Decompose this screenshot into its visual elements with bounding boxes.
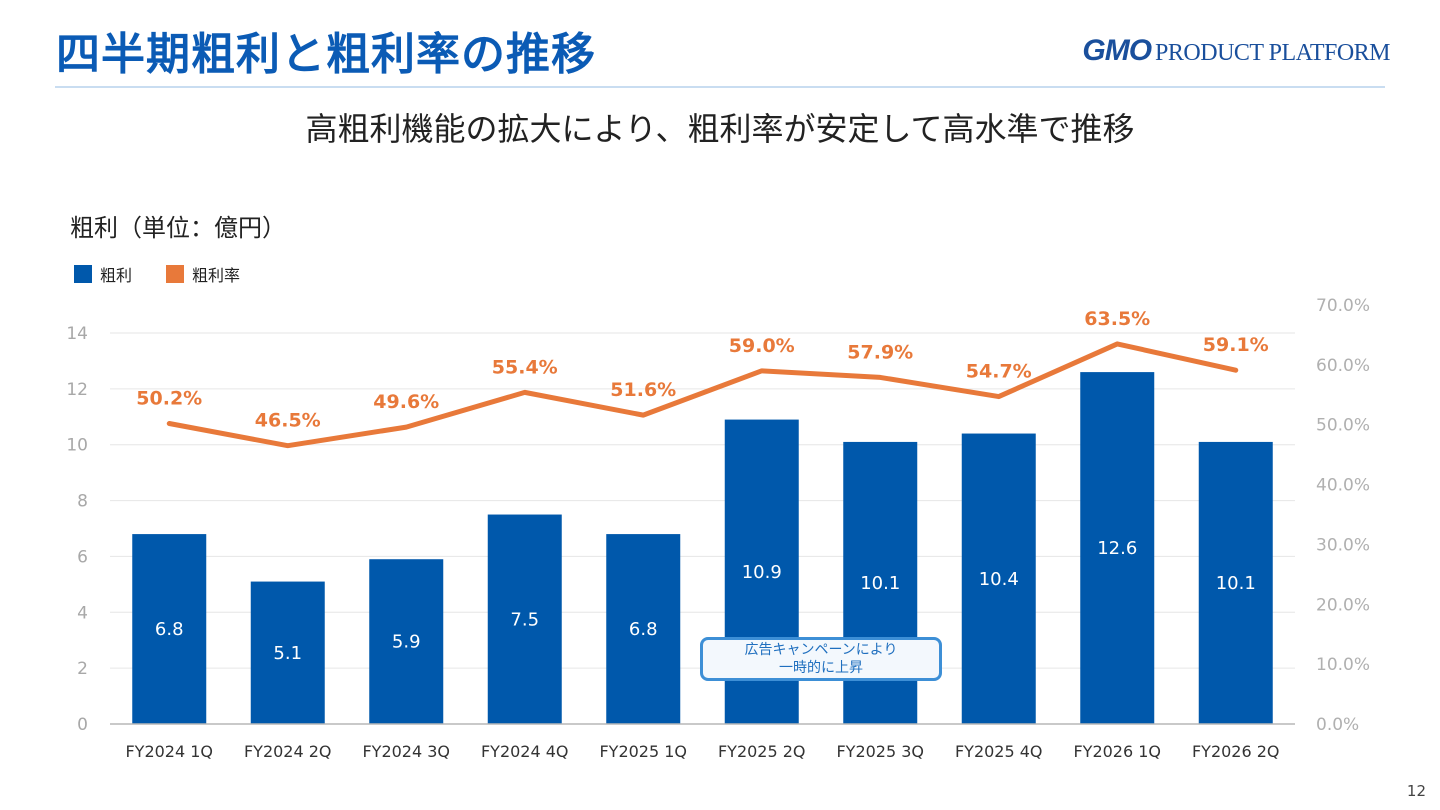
legend-item-gross-margin: 粗利率	[166, 262, 240, 286]
x-tick-label: FY2025 3Q	[836, 742, 924, 761]
x-tick-label: FY2026 1Q	[1073, 742, 1161, 761]
y-tick-label: 0	[77, 715, 88, 735]
y-tick-label: 6	[77, 547, 88, 567]
line-value-label: 55.4%	[492, 356, 558, 378]
y2-tick-label: 40.0%	[1316, 476, 1370, 496]
callout-line-1: 広告キャンペーンにより	[744, 642, 898, 658]
line-value-label: 59.1%	[1203, 334, 1269, 356]
y-tick-label: 12	[66, 380, 88, 400]
legend-swatch-bar	[74, 265, 92, 283]
title-divider	[55, 86, 1385, 88]
y2-tick-label: 60.0%	[1316, 356, 1370, 376]
bar-value-label: 5.9	[392, 632, 421, 653]
bar	[132, 534, 207, 724]
company-logo: GMO PRODUCT PLATFORM	[1082, 34, 1390, 68]
x-tick-label: FY2024 2Q	[244, 742, 332, 761]
y-tick-label: 8	[77, 492, 88, 512]
line-value-label: 50.2%	[136, 388, 202, 410]
line-value-label: 46.5%	[255, 410, 321, 432]
y2-tick-label: 50.0%	[1316, 416, 1370, 436]
line-value-label: 57.9%	[847, 341, 913, 363]
logo-text: PRODUCT PLATFORM	[1155, 40, 1390, 66]
bar-value-label: 10.4	[979, 569, 1019, 590]
chart-legend: 粗利 粗利率	[74, 262, 274, 286]
x-tick-label: FY2025 2Q	[718, 742, 806, 761]
x-tick-label: FY2024 3Q	[362, 742, 450, 761]
legend-label-gross-margin: 粗利率	[192, 266, 241, 285]
bar	[606, 534, 681, 724]
x-tick-label: FY2025 1Q	[599, 742, 687, 761]
bar-value-label: 12.6	[1097, 538, 1137, 559]
bar-value-label: 10.1	[860, 573, 900, 594]
bar	[961, 433, 1036, 724]
y2-tick-label: 0.0%	[1316, 715, 1359, 735]
page-title: 四半期粗利と粗利率の推移	[56, 29, 596, 80]
y2-tick-label: 10.0%	[1316, 655, 1370, 675]
bar-value-label: 6.8	[155, 619, 184, 640]
x-tick-label: FY2024 4Q	[481, 742, 569, 761]
margin-line	[166, 341, 1239, 449]
bar	[487, 514, 562, 724]
unit-label: 粗利（単位：億円）	[70, 214, 286, 242]
x-tick-label: FY2025 4Q	[955, 742, 1043, 761]
bar-value-label: 6.8	[629, 619, 658, 640]
bar	[369, 559, 444, 724]
y-tick-label: 4	[77, 603, 88, 623]
y2-tick-label: 30.0%	[1316, 535, 1370, 555]
y-tick-label: 14	[66, 324, 88, 344]
bar-value-label: 7.5	[510, 609, 539, 630]
y-tick-label: 2	[77, 659, 88, 679]
bar	[250, 581, 325, 724]
y2-tick-label: 70.0%	[1316, 296, 1370, 316]
bar-value-label: 10.1	[1216, 573, 1256, 594]
logo-gmo-mark: GMO	[1082, 34, 1152, 67]
legend-item-gross-profit: 粗利	[74, 262, 132, 286]
legend-swatch-line	[166, 265, 185, 283]
line-value-label: 63.5%	[1084, 308, 1150, 330]
legend-label-gross-profit: 粗利	[100, 266, 133, 285]
x-tick-label: FY2024 1Q	[125, 742, 213, 761]
line-value-label: 54.7%	[966, 361, 1032, 383]
line-value-label: 51.6%	[610, 379, 676, 401]
callout-line-2: 一時的に上昇	[779, 660, 863, 676]
page-number: 12	[1406, 782, 1426, 800]
bar	[1198, 441, 1273, 724]
line-value-label: 59.0%	[729, 335, 795, 357]
y2-tick-label: 20.0%	[1316, 595, 1370, 615]
bar-value-label: 10.9	[742, 562, 782, 583]
slide-subtitle: 高粗利機能の拡大により、粗利率が安定して高水準で推移	[305, 110, 1135, 148]
campaign-callout: 広告キャンペーンにより 一時的に上昇	[700, 637, 942, 681]
line-value-label: 49.6%	[373, 391, 439, 413]
x-tick-label: FY2026 2Q	[1192, 742, 1280, 761]
bar-value-label: 5.1	[273, 643, 302, 664]
y-tick-label: 10	[66, 436, 88, 456]
bar	[1080, 372, 1155, 724]
